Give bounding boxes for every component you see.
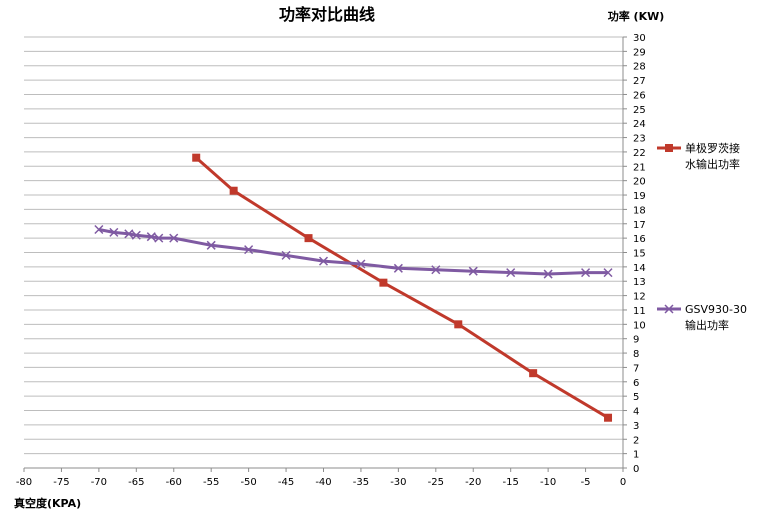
- series-2-point: [603, 268, 613, 278]
- y-tick-label: 17: [633, 220, 646, 231]
- x-tick-label: -25: [428, 477, 444, 488]
- series-2-point: [124, 229, 134, 239]
- y-tick-label: 2: [633, 435, 639, 446]
- series-2-point: [154, 233, 164, 243]
- y-tick-label: 20: [633, 177, 646, 188]
- legend-label: GSV930-30: [685, 303, 747, 316]
- chart-title: 功率对比曲线: [279, 5, 375, 24]
- x-tick-label: -60: [166, 477, 182, 488]
- series-2-point: [468, 266, 478, 276]
- series-2-point: [169, 233, 179, 243]
- series-2-point: [393, 263, 403, 273]
- series-1-point: [192, 153, 201, 162]
- series-2-point: [506, 268, 516, 278]
- y-tick-label: 1: [633, 450, 639, 461]
- series-layer: [94, 153, 613, 422]
- axes: [23, 36, 627, 472]
- x-tick-label: 0: [620, 477, 626, 488]
- series-2-point: [146, 232, 156, 242]
- y-tick-label: 14: [633, 263, 646, 274]
- gridlines: [24, 36, 623, 469]
- y-tick-label: 27: [633, 76, 646, 87]
- x-tick-label: -65: [128, 477, 144, 488]
- y-tick-label: 10: [633, 320, 646, 331]
- series-2-point: [431, 265, 441, 275]
- series-2-point: [581, 268, 591, 278]
- legend-label: 水输出功率: [685, 157, 740, 171]
- x-tick-label: -55: [203, 477, 219, 488]
- series-2-point: [109, 227, 119, 237]
- legend-label: 单极罗茨接: [685, 141, 740, 155]
- y-tick-label: 15: [633, 249, 646, 260]
- y-tick-label: 7: [633, 363, 639, 374]
- y-tick-label: 9: [633, 335, 639, 346]
- y-tick-label: 0: [633, 464, 639, 475]
- y-tick-label: 28: [633, 62, 646, 73]
- x-tick-label: -50: [240, 477, 256, 488]
- y-tick-label: 21: [633, 162, 646, 173]
- x-tick-label: -30: [390, 477, 406, 488]
- y-tick-label: 16: [633, 234, 646, 245]
- y-tick-label: 23: [633, 134, 646, 145]
- x-tick-label: -75: [53, 477, 69, 488]
- series-1-line: [195, 156, 609, 419]
- y-tick-label: 12: [633, 292, 646, 303]
- legend-label: 输出功率: [685, 318, 729, 332]
- x-tick-label: -15: [503, 477, 519, 488]
- y-tick-label: 3: [633, 421, 639, 432]
- series-2-point: [206, 240, 216, 250]
- series-1-point: [229, 186, 238, 195]
- y-tick-label: 4: [633, 407, 639, 418]
- x-tick-label: -45: [278, 477, 294, 488]
- y-axis-title: 功率 (KW): [608, 9, 665, 23]
- x-tick-label: -20: [465, 477, 481, 488]
- x-tick-label: -70: [91, 477, 107, 488]
- series-1-point: [304, 234, 313, 243]
- y-tick-label: 18: [633, 205, 646, 216]
- y-tick-label: 19: [633, 191, 646, 202]
- series-2-point: [543, 269, 553, 279]
- x-tick-label: -80: [16, 477, 32, 488]
- y-tick-label: 11: [633, 306, 646, 317]
- series-2-point: [356, 259, 366, 269]
- series-2-point: [244, 245, 254, 255]
- y-tick-labels: 0123456789101112131415161718192021222324…: [633, 33, 646, 475]
- series-2-point: [94, 224, 104, 235]
- series-2-point: [131, 230, 141, 240]
- x-tick-label: -10: [540, 477, 556, 488]
- x-tick-label: -5: [581, 477, 591, 488]
- y-tick-label: 8: [633, 349, 639, 360]
- x-axis-title: 真空度(KPA): [14, 496, 81, 510]
- series-1-point: [529, 369, 538, 378]
- y-tick-label: 13: [633, 277, 646, 288]
- y-tick-label: 26: [633, 90, 646, 101]
- y-tick-label: 30: [633, 33, 646, 44]
- y-tick-label: 5: [633, 392, 639, 403]
- y-tick-label: 25: [633, 105, 646, 116]
- legend-swatch-marker: [664, 304, 674, 314]
- x-tick-label: -35: [353, 477, 369, 488]
- x-tick-labels: -80 -75 -70 -65 -60 -55 -50 -45 -40 -35 -30 -25 -20-…: [16, 477, 626, 488]
- y-tick-label: 22: [633, 148, 646, 159]
- x-tick-label: -40: [315, 477, 331, 488]
- y-tick-label: 29: [633, 47, 646, 58]
- series-1-point: [379, 278, 388, 287]
- y-tick-label: 6: [633, 378, 639, 389]
- series-2-point: [281, 250, 291, 260]
- legend-swatch-marker: [665, 144, 673, 152]
- series-2-point: [318, 256, 329, 266]
- series-1-point: [604, 413, 613, 422]
- y-tick-label: 24: [633, 119, 646, 130]
- series-1-point: [454, 320, 463, 329]
